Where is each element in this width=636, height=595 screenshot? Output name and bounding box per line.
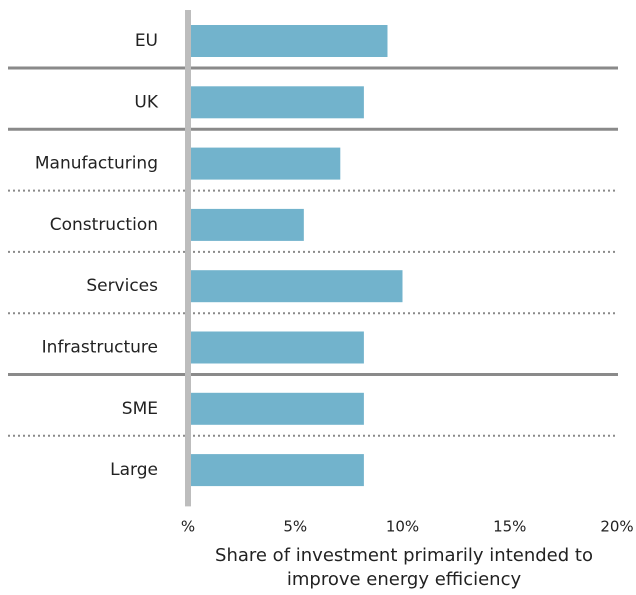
bar <box>188 331 364 364</box>
bar <box>188 392 364 425</box>
category-label: Construction <box>50 215 158 235</box>
x-axis-label: Share of investment primarily intended t… <box>215 545 593 566</box>
bar <box>188 147 341 180</box>
category-label: SME <box>122 399 158 419</box>
category-label: UK <box>134 92 158 112</box>
category-label: Services <box>86 276 158 296</box>
bar <box>188 270 403 303</box>
x-tick-label: 15% <box>493 518 526 536</box>
bar <box>188 86 364 119</box>
x-axis-label: improve energy efficiency <box>287 569 522 590</box>
bar <box>188 454 364 487</box>
bar <box>188 25 388 57</box>
x-tick-label: % <box>181 518 195 536</box>
x-tick-label: 5% <box>283 518 307 536</box>
category-label: Large <box>110 460 158 480</box>
category-label: EU <box>135 31 158 51</box>
bar <box>188 208 304 241</box>
category-label: Infrastructure <box>42 338 158 358</box>
category-label: Manufacturing <box>35 154 158 174</box>
x-tick-label: 20% <box>600 518 633 536</box>
x-tick-label: 10% <box>386 518 419 536</box>
